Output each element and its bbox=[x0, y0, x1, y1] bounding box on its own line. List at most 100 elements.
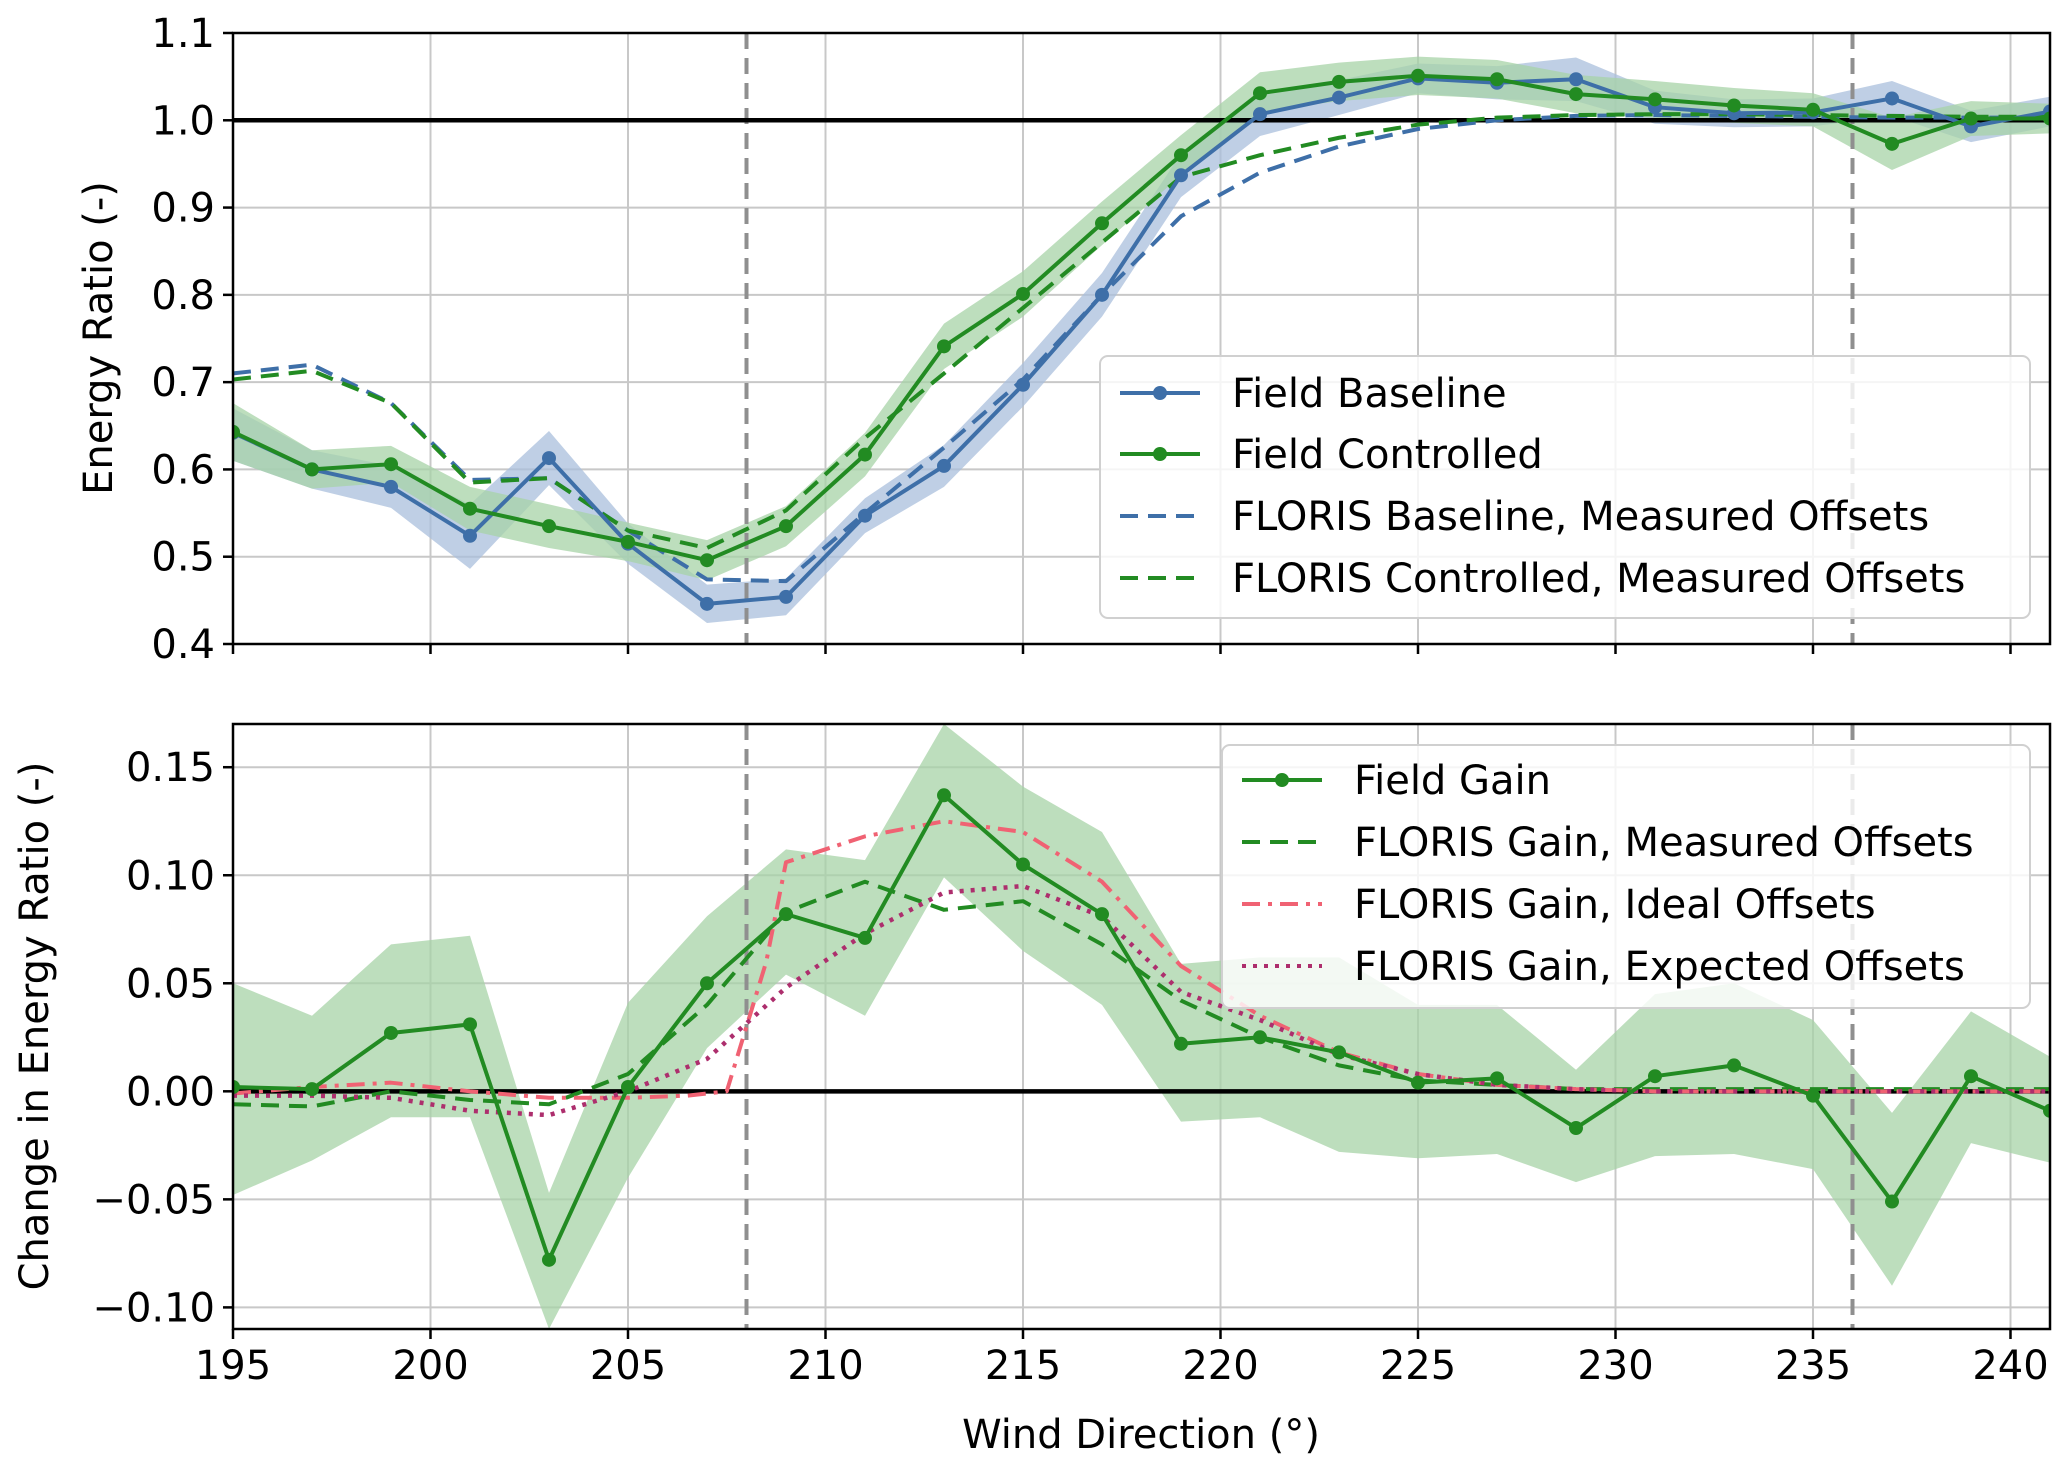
data-point bbox=[1964, 1069, 1978, 1084]
data-point bbox=[305, 462, 319, 477]
x-tick-label: 215 bbox=[985, 1343, 1061, 1389]
x-tick-label: 240 bbox=[1972, 1343, 2048, 1389]
y-tick-label: 0.05 bbox=[126, 961, 215, 1007]
series-line bbox=[233, 879, 2050, 1109]
data-point bbox=[700, 553, 714, 568]
legend-label: Field Gain bbox=[1354, 758, 1551, 804]
data-point bbox=[1332, 90, 1346, 105]
data-point bbox=[1016, 286, 1030, 301]
legend-label: Field Controlled bbox=[1232, 432, 1543, 478]
gain-panel: 195 200 205 210 215 220 225 230 235 240 −0.10 −0.05… bbox=[12, 722, 2052, 1458]
series-line bbox=[233, 73, 2050, 563]
legend-label: FLORIS Gain, Ideal Offsets bbox=[1354, 882, 1876, 928]
series-line bbox=[233, 819, 2050, 1100]
data-point bbox=[937, 339, 951, 354]
y-tick-label: −0.10 bbox=[92, 1285, 215, 1331]
data-point bbox=[858, 930, 872, 945]
series-line bbox=[233, 76, 2050, 606]
legend-marker bbox=[1153, 386, 1167, 400]
y-axis-title: Energy Ratio (-) bbox=[76, 181, 122, 495]
data-point bbox=[1174, 168, 1188, 183]
data-point bbox=[233, 1080, 240, 1094]
y-tick-label: 0.00 bbox=[126, 1069, 215, 1115]
data-point bbox=[1964, 111, 1978, 126]
data-point bbox=[1490, 72, 1504, 87]
data-point bbox=[1569, 72, 1583, 87]
legend-marker bbox=[1153, 447, 1167, 461]
data-point bbox=[1253, 86, 1267, 101]
data-point bbox=[779, 907, 793, 922]
y-tick-label: 0.7 bbox=[151, 360, 215, 406]
confidence-band bbox=[233, 724, 2050, 1329]
axes-frame bbox=[231, 722, 2052, 1331]
series-line bbox=[233, 793, 2050, 1262]
data-point bbox=[1648, 92, 1662, 107]
legend-label: FLORIS Gain, Measured Offsets bbox=[1354, 820, 1974, 866]
y-tick-label: 0.8 bbox=[151, 273, 215, 319]
data-point bbox=[463, 1017, 477, 1032]
data-point bbox=[1569, 87, 1583, 102]
data-point bbox=[621, 1080, 635, 1094]
data-point bbox=[1885, 136, 1899, 151]
data-point bbox=[858, 508, 872, 523]
legend-label: FLORIS Baseline, Measured Offsets bbox=[1232, 494, 1929, 540]
x-tick-label: 225 bbox=[1380, 1343, 1456, 1389]
x-tick-label: 220 bbox=[1182, 1343, 1258, 1389]
legend-box bbox=[1099, 355, 2031, 619]
data-point bbox=[1095, 216, 1109, 231]
data-point bbox=[542, 519, 556, 534]
x-tick-label: 205 bbox=[590, 1343, 666, 1389]
y-tick-label: 0.15 bbox=[126, 745, 215, 791]
x-tick-label: 230 bbox=[1577, 1343, 1653, 1389]
data-point bbox=[1016, 857, 1030, 872]
x-tick-label: 195 bbox=[195, 1343, 271, 1389]
legend-label: FLORIS Controlled, Measured Offsets bbox=[1232, 556, 1965, 602]
y-tick-label: 0.9 bbox=[151, 186, 215, 232]
data-point bbox=[1648, 1069, 1662, 1084]
legend-label: Field Baseline bbox=[1232, 371, 1507, 417]
x-tick-label: 235 bbox=[1775, 1343, 1851, 1389]
data-point bbox=[1727, 1058, 1741, 1073]
y-tick-label: 0.4 bbox=[151, 622, 215, 668]
data-point bbox=[937, 788, 951, 803]
data-point bbox=[1253, 1030, 1267, 1045]
data-point bbox=[542, 451, 556, 466]
data-point bbox=[1806, 102, 1820, 117]
axes-frame bbox=[231, 31, 2052, 646]
x-tick-label: 210 bbox=[787, 1343, 863, 1389]
data-point bbox=[2043, 111, 2050, 126]
axis-ticks: 195 200 205 210 215 220 225 230 235 240 −0.10 −0.05… bbox=[92, 745, 2048, 1389]
data-point bbox=[1016, 377, 1030, 392]
data-point bbox=[542, 1252, 556, 1267]
plot-area bbox=[233, 33, 2050, 644]
plot-area bbox=[233, 724, 2050, 1329]
data-point bbox=[700, 976, 714, 991]
data-point bbox=[1174, 148, 1188, 163]
data-point bbox=[1569, 1121, 1583, 1136]
y-tick-label: 0.5 bbox=[151, 535, 215, 581]
data-point bbox=[779, 589, 793, 604]
data-point bbox=[1885, 91, 1899, 106]
data-point bbox=[384, 457, 398, 472]
y-tick-label: 1.0 bbox=[151, 98, 215, 144]
legend-marker bbox=[1275, 773, 1289, 787]
legend: Field Baseline Field Controlled FLORIS Bas… bbox=[1099, 355, 2031, 619]
data-point bbox=[2043, 1103, 2050, 1118]
y-tick-label: 0.10 bbox=[126, 853, 215, 899]
data-point bbox=[1885, 1194, 1899, 1209]
data-point bbox=[463, 501, 477, 516]
data-point bbox=[1253, 107, 1267, 122]
data-point bbox=[1332, 74, 1346, 89]
data-point bbox=[1490, 1071, 1504, 1086]
data-point bbox=[858, 447, 872, 462]
data-point bbox=[937, 458, 951, 473]
y-tick-label: 0.6 bbox=[151, 447, 215, 493]
legend-label: FLORIS Gain, Expected Offsets bbox=[1354, 944, 1965, 990]
data-point bbox=[1332, 1045, 1346, 1060]
series-line bbox=[233, 883, 2050, 1118]
data-point bbox=[1727, 98, 1741, 113]
data-point bbox=[1095, 287, 1109, 302]
axis-ticks: 0.4 0.5 0.6 0.7 0.8 0.9 1.0 1.1 bbox=[151, 11, 2012, 668]
data-point bbox=[463, 528, 477, 543]
